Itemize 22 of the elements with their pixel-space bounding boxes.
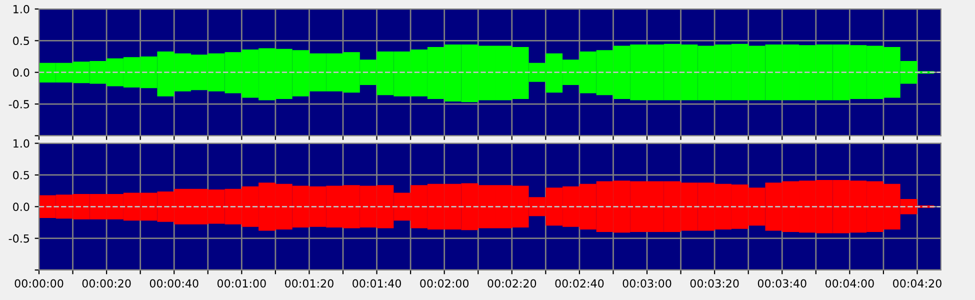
y-tick-label: 0.5 bbox=[13, 36, 29, 46]
x-tick-label: 00:04:20 bbox=[893, 279, 942, 288]
x-tick-label: 00:00:40 bbox=[150, 279, 198, 288]
y-tick-label: 1.0 bbox=[14, 139, 30, 148]
y-tick-label: 1.0 bbox=[14, 4, 30, 14]
y-tick-label: 0.0 bbox=[13, 202, 30, 212]
x-tick-label: 00:03:20 bbox=[690, 279, 739, 288]
x-tick-label: 00:00:00 bbox=[14, 279, 64, 288]
x-tick-label: 00:03:00 bbox=[622, 279, 672, 288]
x-tick-label: 00:02:20 bbox=[488, 279, 536, 288]
y-tick-label: 0.0 bbox=[13, 68, 30, 77]
x-tick-label: 00:04:00 bbox=[825, 279, 874, 288]
x-tick-label: 00:01:40 bbox=[352, 279, 401, 288]
x-tick-label: 00:01:00 bbox=[217, 279, 266, 288]
x-tick-label: 00:03:40 bbox=[758, 279, 806, 288]
x-tick-label: 00:02:40 bbox=[555, 279, 604, 288]
x-tick-label: 00:02:00 bbox=[420, 279, 469, 288]
y-tick-label: 0.5 bbox=[13, 170, 29, 180]
x-tick-label: 00:00:20 bbox=[82, 279, 131, 288]
x-tick-label: 00:01:20 bbox=[285, 279, 334, 288]
y-tick-label: -0.5 bbox=[8, 100, 30, 108]
y-tick-label: -0.5 bbox=[8, 234, 30, 243]
